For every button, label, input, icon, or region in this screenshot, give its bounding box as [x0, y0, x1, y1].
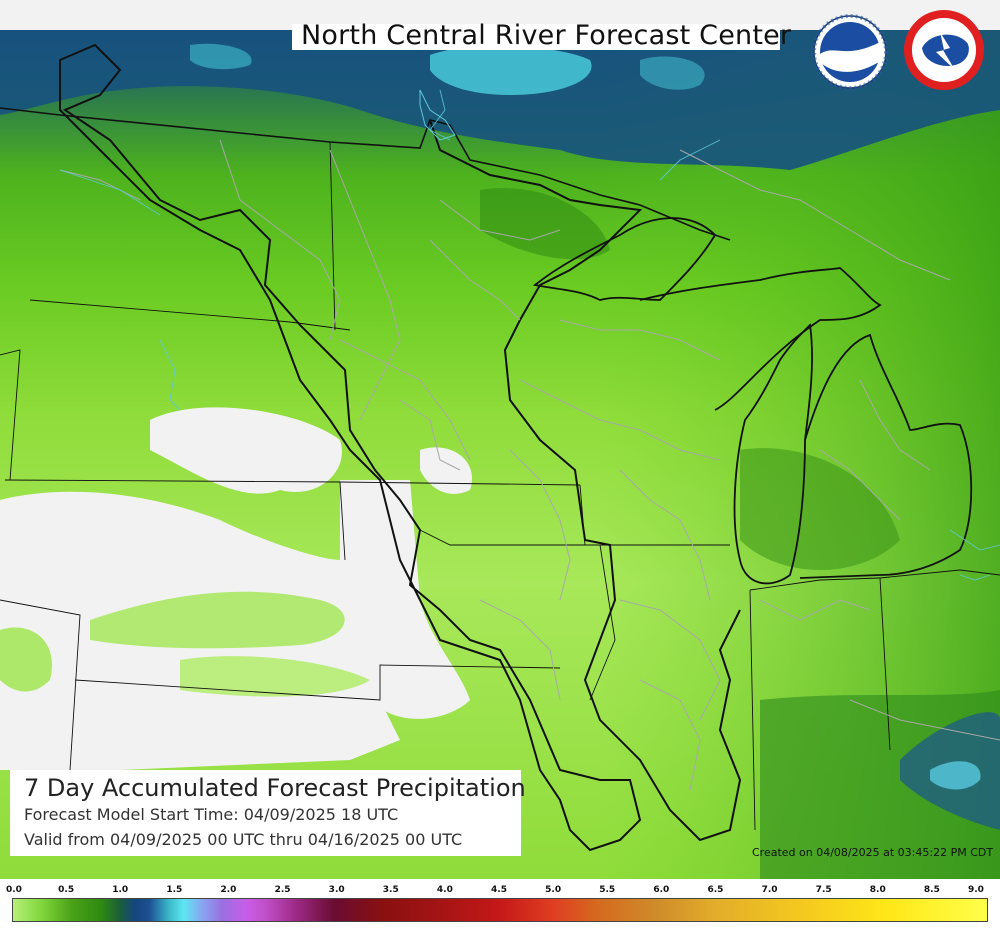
scale-tick-label: 1.0: [112, 885, 129, 895]
scale-tick-label: 2.0: [220, 885, 237, 895]
color-scale-bar: [12, 898, 988, 922]
scale-tick-label: 2.5: [274, 885, 291, 895]
scale-tick-label: 8.0: [869, 885, 886, 895]
title-background: [292, 24, 780, 50]
ncrfc-outline-east: [429, 119, 742, 842]
scale-tick-label: 7.5: [815, 885, 832, 895]
precip-light-patch-w: [0, 627, 52, 692]
upper-michigan: [639, 267, 882, 411]
scale-tick-label: 5.0: [545, 885, 562, 895]
precip-cyan-patch-2: [190, 43, 252, 70]
model-start-time: Forecast Model Start Time: 04/09/2025 18…: [24, 805, 399, 824]
precip-dark-green-mn: [480, 188, 610, 260]
scale-tick-label: 5.5: [599, 885, 616, 895]
lake-michigan: [733, 323, 813, 585]
valid-period: Valid from 04/09/2025 00 UTC thru 04/16/…: [24, 830, 463, 849]
page-title: North Central River Forecast Center: [301, 20, 792, 51]
no-precip-ne: [420, 447, 472, 494]
precip-cyan-se: [930, 761, 981, 790]
state-boundaries: [0, 141, 1000, 831]
noaa-seal-icon: [812, 14, 888, 90]
rivers: [59, 89, 1000, 581]
lower-michigan: [799, 333, 973, 579]
scale-tick-label: 4.5: [491, 885, 507, 895]
no-precip-dakotas: [150, 407, 342, 494]
created-timestamp: Created on 04/08/2025 at 03:45:22 PM CDT: [752, 846, 994, 859]
scale-tick-label: 3.5: [382, 885, 399, 895]
scale-tick-label: 8.5: [923, 885, 940, 895]
scale-tick-label: 6.5: [707, 885, 724, 895]
nws-logo-icon: [904, 10, 984, 90]
lake-winnipeg: [419, 89, 456, 141]
product-title: 7 Day Accumulated Forecast Precipitation: [24, 774, 526, 802]
precip-light-strip-ne: [180, 656, 370, 697]
lake-superior: [532, 217, 717, 301]
scale-tick-label: 7.0: [761, 885, 778, 895]
scale-tick-label: 4.0: [436, 885, 453, 895]
scale-tick-label: 0.0: [6, 885, 22, 895]
scale-tick-label: 6.0: [653, 885, 670, 895]
scale-tick-label: 3.0: [328, 885, 345, 895]
scale-tick-label: 1.5: [166, 885, 183, 895]
scale-tick-label: 9.0: [968, 885, 984, 895]
precip-light-strip-sd: [90, 591, 345, 649]
ncrfc-outline: [59, 43, 642, 852]
info-panel: [10, 770, 521, 856]
no-precip-ks: [0, 620, 400, 770]
precip-cyan-patch-3: [640, 56, 705, 90]
scale-tick-label: 0.5: [58, 885, 75, 895]
canada-border: [0, 107, 731, 241]
precip-dark-green-mi: [740, 448, 900, 570]
sub-basin-boundaries: [59, 139, 1000, 791]
precip-cyan-patch: [430, 45, 592, 95]
